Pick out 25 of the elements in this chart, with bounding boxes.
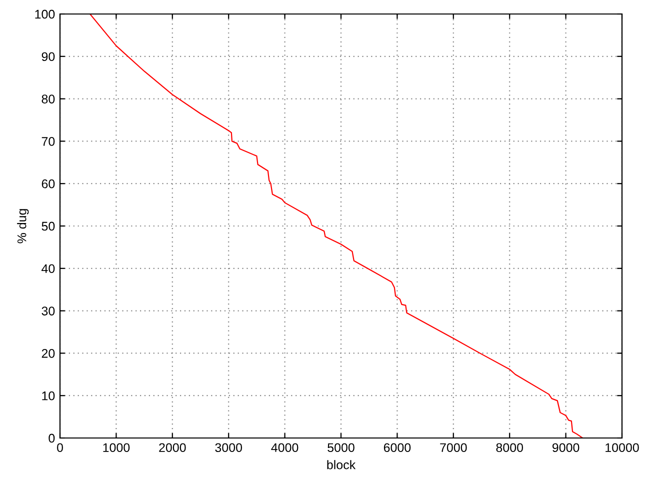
x-tick-label: 0 bbox=[57, 443, 63, 452]
y-tick-label: 100 bbox=[35, 10, 55, 19]
x-tick-label: 6000 bbox=[384, 443, 411, 452]
y-tick-label: 90 bbox=[42, 52, 55, 62]
y-tick-label: 0 bbox=[48, 434, 55, 443]
x-tick-label: 9000 bbox=[552, 443, 580, 452]
x-tick-label: 2000 bbox=[159, 443, 186, 452]
y-tick-label: 80 bbox=[42, 94, 55, 104]
y-axis-title: % dug bbox=[17, 209, 29, 244]
line-series bbox=[89, 14, 584, 438]
x-tick-label: 1000 bbox=[103, 443, 130, 452]
x-tick-label: 3000 bbox=[215, 443, 242, 452]
y-tick-label: 10 bbox=[42, 391, 55, 400]
y-tick-label: 70 bbox=[42, 137, 55, 146]
y-tick-label: 50 bbox=[42, 222, 55, 231]
x-axis-title: block bbox=[327, 460, 356, 470]
x-tick-label: 4000 bbox=[271, 443, 298, 452]
y-tick-label: 30 bbox=[42, 306, 55, 316]
x-tick-label: 5000 bbox=[328, 443, 354, 452]
y-tick-label: 40 bbox=[42, 264, 55, 274]
x-tick-label: 10000 bbox=[606, 443, 639, 452]
x-tick-label: 8000 bbox=[496, 443, 524, 452]
y-tick-label: 60 bbox=[42, 179, 55, 188]
y-tick-label: 20 bbox=[42, 349, 55, 358]
x-tick-label: 7000 bbox=[440, 443, 467, 452]
